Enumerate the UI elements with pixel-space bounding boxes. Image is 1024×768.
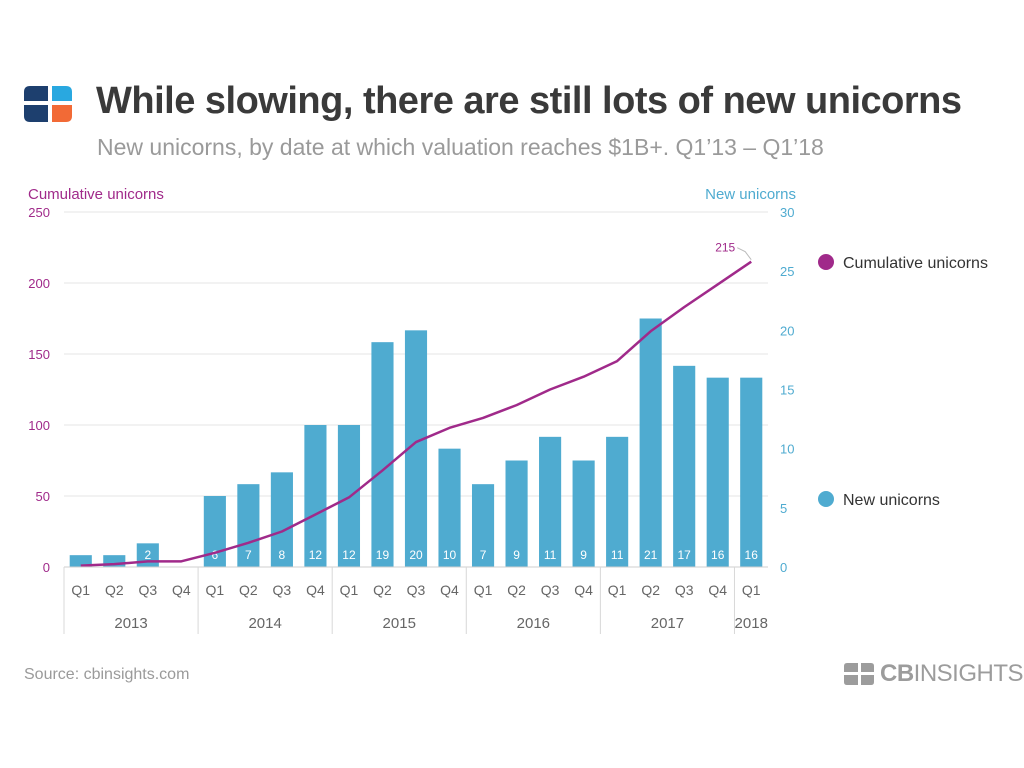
x-tick-label: Q1 [474, 582, 493, 598]
logo-blue-block [52, 86, 72, 101]
x-tick-label: Q3 [273, 582, 292, 598]
right-axis-tick-label: 30 [780, 205, 794, 220]
left-axis-title: Cumulative unicorns [28, 186, 164, 203]
bar-value-label: 19 [376, 548, 390, 562]
right-axis-tick-label: 10 [780, 442, 794, 457]
cumulative-line [80, 260, 752, 567]
bar [606, 436, 629, 567]
left-axis-tick-label: 150 [28, 347, 50, 362]
right-axis-tick-label: 25 [780, 264, 794, 279]
year-label: 2015 [383, 615, 416, 632]
left-axis-tick-label: 250 [28, 205, 50, 220]
bar-value-label: 8 [279, 548, 286, 562]
logo-navy-block [24, 86, 48, 101]
x-tick-label: Q3 [675, 582, 694, 598]
bar-value-label: 10 [443, 548, 457, 562]
bar [203, 496, 226, 567]
bar [572, 460, 595, 567]
bar-value-label: 11 [611, 548, 624, 562]
bar [471, 484, 495, 567]
right-axis-title: New unicorns [705, 186, 796, 203]
cumulative-end-label: 215 [715, 241, 735, 255]
logo-navy-block-lower [24, 105, 48, 122]
x-tick-label: Q2 [239, 582, 258, 598]
bar [639, 318, 662, 567]
x-tick-label: Q3 [407, 582, 426, 598]
chart-subtitle: New unicorns, by date at which valuation… [97, 134, 824, 160]
x-tick-label: Q4 [440, 582, 459, 598]
bar-value-label: 12 [309, 548, 323, 562]
x-tick-label: Q2 [641, 582, 660, 598]
year-label: 2018 [735, 615, 768, 632]
bar-value-label: 7 [245, 548, 252, 562]
bar [539, 436, 562, 567]
bar-value-label: 17 [678, 548, 692, 562]
bar-value-label: 16 [745, 548, 759, 562]
bar [740, 377, 763, 567]
x-tick-label: Q2 [373, 582, 392, 598]
legend-label-new: New unicorns [843, 492, 940, 509]
bar-value-label: 11 [544, 548, 557, 562]
right-axis-tick-label: 0 [780, 560, 787, 575]
bar-value-label: 20 [409, 548, 423, 562]
x-tick-label: Q2 [507, 582, 526, 598]
bar [404, 330, 428, 567]
bar-value-label: 7 [480, 548, 487, 562]
brand-bold: CB [880, 660, 914, 687]
x-tick-label: Q3 [138, 582, 157, 598]
brand-rest: INSIGHTS [913, 660, 1024, 687]
bar [69, 555, 92, 567]
end-label-leader [737, 247, 752, 261]
bar-value-label: 21 [644, 548, 658, 562]
x-tick-label: Q2 [105, 582, 124, 598]
cb-insights-logo-icon [844, 663, 874, 685]
bar [371, 342, 394, 567]
right-axis-tick-label: 20 [780, 323, 794, 338]
year-label: 2017 [651, 615, 684, 632]
bar [270, 472, 293, 567]
bar-value-label: 16 [711, 548, 725, 562]
bar-value-label: 2 [144, 548, 151, 562]
bar-value-label: 9 [580, 548, 587, 562]
x-tick-label: Q4 [306, 582, 325, 598]
bar [304, 425, 327, 567]
bar [505, 460, 528, 567]
bar-value-label: 12 [342, 548, 356, 562]
left-axis-tick-label: 0 [43, 560, 50, 575]
right-axis-tick-label: 15 [780, 383, 794, 398]
x-tick-label: Q1 [71, 582, 90, 598]
logo-orange-block [52, 105, 72, 122]
x-tick-label: Q1 [608, 582, 627, 598]
x-tick-label: Q1 [340, 582, 359, 598]
bar-value-label: 9 [513, 548, 520, 562]
right-axis-tick-label: 5 [780, 501, 787, 516]
year-label: 2014 [248, 615, 281, 632]
bar [103, 555, 126, 567]
x-tick-label: Q4 [708, 582, 727, 598]
legend-marker-cumulative [818, 254, 834, 270]
left-axis-tick-label: 200 [28, 276, 50, 291]
bar [237, 484, 260, 567]
x-tick-label: Q1 [206, 582, 225, 598]
x-tick-label: Q1 [742, 582, 761, 598]
bar [673, 365, 696, 567]
x-tick-label: Q4 [574, 582, 593, 598]
cb-insights-brand: CBINSIGHTS [844, 660, 1024, 688]
source-note: Source: cbinsights.com [24, 666, 190, 683]
year-label: 2016 [517, 615, 550, 632]
x-tick-label: Q3 [541, 582, 560, 598]
bar [438, 448, 461, 567]
brand-wordmark: CBINSIGHTS [880, 660, 1024, 688]
bar-value-label: 6 [212, 548, 219, 562]
year-label: 2013 [114, 615, 147, 632]
chart-title: While slowing, there are still lots of n… [96, 80, 962, 122]
left-axis-tick-label: 50 [36, 489, 50, 504]
left-axis-tick-label: 100 [28, 418, 50, 433]
bar [706, 377, 729, 567]
cb-insights-logo-icon [24, 86, 72, 122]
x-tick-label: Q4 [172, 582, 191, 598]
legend-marker-new [818, 491, 834, 507]
legend-label-cumulative: Cumulative unicorns [843, 255, 988, 272]
